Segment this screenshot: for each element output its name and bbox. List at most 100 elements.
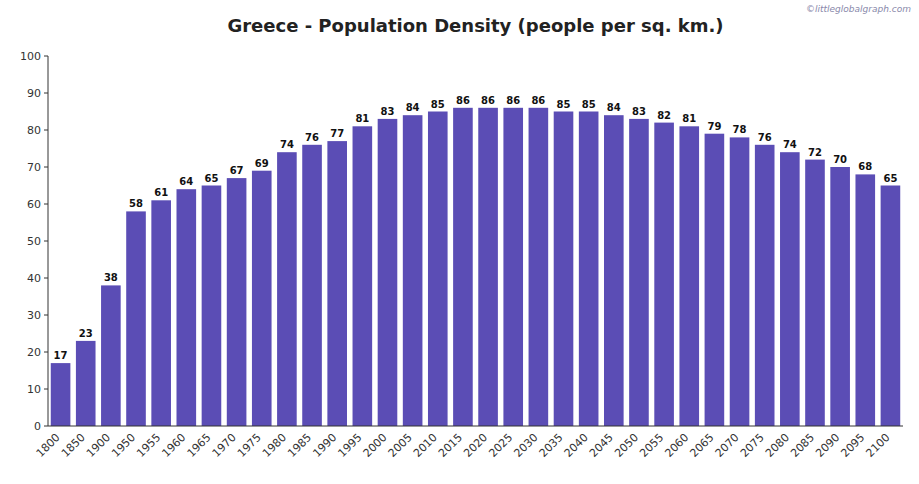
data-label: 74: [783, 139, 797, 150]
x-tick-label: 1950: [109, 431, 138, 460]
bar: [202, 186, 222, 427]
data-label: 78: [733, 124, 747, 135]
y-tick: [44, 352, 48, 353]
x-tick-label: 2045: [587, 431, 616, 460]
data-label: 76: [758, 132, 772, 143]
data-label: 83: [632, 106, 646, 117]
data-label: 82: [657, 110, 671, 121]
data-label: 86: [531, 95, 545, 106]
data-label: 23: [79, 328, 93, 339]
y-tick-label: 90: [27, 87, 41, 100]
data-label: 61: [154, 187, 168, 198]
x-tick-label: 1995: [335, 431, 364, 460]
bars: [51, 108, 900, 426]
bar: [378, 119, 398, 426]
annotation: ©littleglobalgraph.com: [806, 4, 911, 14]
x-tick-label: 1970: [210, 431, 239, 460]
x-tick-label: 2025: [486, 431, 515, 460]
bar: [780, 152, 800, 426]
y-tick: [44, 241, 48, 242]
y-tick-label: 100: [20, 50, 41, 63]
bar: [705, 134, 725, 426]
bar: [51, 363, 71, 426]
data-label: 85: [431, 99, 445, 110]
bar: [151, 200, 171, 426]
data-label: 38: [104, 272, 118, 283]
bar: [252, 171, 272, 426]
x-tick-label: 2075: [738, 431, 767, 460]
x-tick-label: 1990: [310, 431, 339, 460]
y-tick-label: 50: [27, 235, 41, 248]
data-label: 84: [607, 102, 621, 113]
bar: [830, 167, 850, 426]
bar: [177, 189, 197, 426]
data-label: 85: [557, 99, 571, 110]
bar: [353, 126, 373, 426]
x-tick-label: 2050: [612, 431, 641, 460]
y-tick: [44, 204, 48, 205]
bar: [503, 108, 523, 426]
y-tick-label: 20: [27, 346, 41, 359]
y-tick: [44, 389, 48, 390]
x-axis-line: [48, 426, 903, 427]
bar: [327, 141, 347, 426]
x-tick-label: 2040: [562, 431, 591, 460]
bar: [730, 137, 750, 426]
data-label: 17: [54, 350, 68, 361]
data-label: 81: [682, 113, 696, 124]
y-tick-label: 30: [27, 309, 41, 322]
bar: [679, 126, 699, 426]
bar: [478, 108, 498, 426]
x-tick-label: 1955: [134, 431, 163, 460]
x-tick-label: 2065: [688, 431, 717, 460]
x-tick-label: 2020: [461, 431, 490, 460]
x-tick-label: 2035: [537, 431, 566, 460]
x-tick-label: 2090: [813, 431, 842, 460]
bar: [554, 112, 574, 427]
data-label: 86: [456, 95, 470, 106]
bar: [604, 115, 624, 426]
x-tick-label: 2000: [361, 431, 390, 460]
x-tick-label: 2100: [864, 431, 893, 460]
x-tick-label: 1900: [84, 431, 113, 460]
x-tick-label: 2030: [511, 431, 540, 460]
bar: [277, 152, 297, 426]
bar: [579, 112, 599, 427]
data-label: 67: [230, 165, 244, 176]
x-tick-label: 2060: [662, 431, 691, 460]
data-label: 81: [355, 113, 369, 124]
y-tick-label: 0: [34, 420, 41, 433]
bar: [227, 178, 247, 426]
chart-title: Greece - Population Density (people per …: [227, 15, 723, 36]
data-label: 72: [808, 147, 822, 158]
x-tick-label: 2085: [788, 431, 817, 460]
data-label: 76: [305, 132, 319, 143]
data-label: 84: [406, 102, 420, 113]
chart-container: Greece - Population Density (people per …: [0, 0, 919, 484]
x-tick-label: 2055: [637, 431, 666, 460]
x-tick-label: 2010: [411, 431, 440, 460]
bar: [755, 145, 775, 426]
y-tick: [44, 93, 48, 94]
chart-svg: Greece - Population Density (people per …: [0, 0, 919, 484]
y-tick: [44, 56, 48, 57]
bar: [453, 108, 473, 426]
bar: [855, 174, 875, 426]
data-label: 85: [582, 99, 596, 110]
data-label: 65: [883, 173, 897, 184]
x-tick-label: 1985: [285, 431, 314, 460]
y-tick: [44, 278, 48, 279]
x-tick-label: 2080: [763, 431, 792, 460]
y-tick-label: 70: [27, 161, 41, 174]
bar: [76, 341, 96, 426]
data-label: 79: [707, 121, 721, 132]
y-tick-label: 80: [27, 124, 41, 137]
data-label: 69: [255, 158, 269, 169]
y-tick-label: 60: [27, 198, 41, 211]
data-label: 86: [481, 95, 495, 106]
data-label: 68: [858, 161, 872, 172]
data-label: 74: [280, 139, 294, 150]
data-label: 70: [833, 154, 847, 165]
x-tick-label: 2005: [386, 431, 415, 460]
y-tick: [44, 315, 48, 316]
